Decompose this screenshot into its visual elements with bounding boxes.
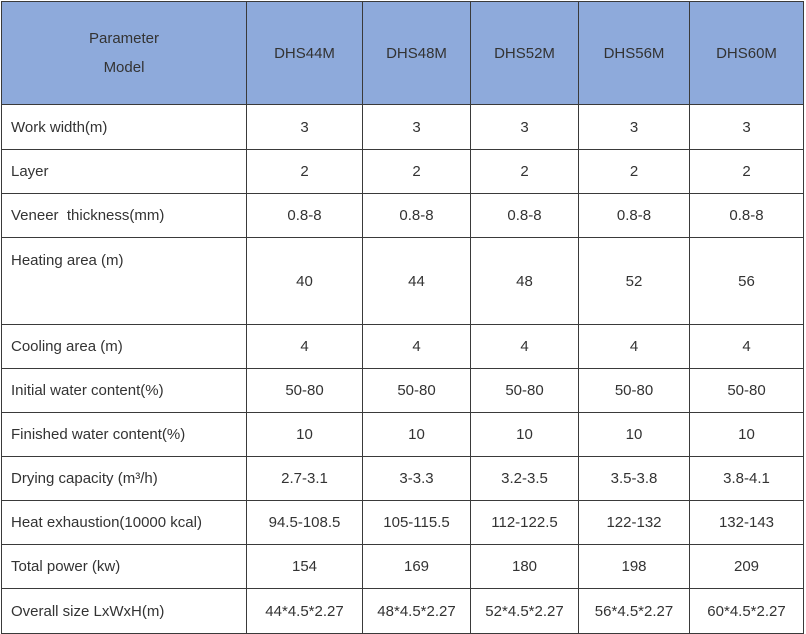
cell: 3 (578, 104, 690, 150)
cell: 3 (246, 104, 363, 150)
cell: 4 (362, 324, 471, 369)
table-row: Initial water content(%) 50-80 50-80 50-80 5… (1, 368, 804, 413)
cell: 0.8-8 (578, 193, 690, 238)
cell: 52 (578, 237, 690, 325)
table-row: Veneer thickness(mm) 0.8-8 0.8-8 0.8-8 0.8-8… (1, 193, 804, 238)
cell: 132-143 (689, 500, 804, 545)
cell: 56 (689, 237, 804, 325)
table-row: Cooling area (m) 4 4 4 4 4 (1, 324, 804, 369)
cell: 44*4.5*2.27 (246, 588, 363, 634)
cell: 94.5-108.5 (246, 500, 363, 545)
header-cell: DHS44M (246, 1, 363, 105)
cell: 0.8-8 (689, 193, 804, 238)
row-label: Initial water content(%) (1, 368, 247, 413)
row-label: Layer (1, 149, 247, 194)
cell: 4 (689, 324, 804, 369)
cell: 40 (246, 237, 363, 325)
table-row: Finished water content(%) 10 10 10 10 10 (1, 412, 804, 457)
cell: 2 (689, 149, 804, 194)
header-row: Parameter Model DHS44M DHS48M DHS52M DHS56M D… (1, 1, 804, 105)
cell: 154 (246, 544, 363, 589)
table-row: Total power (kw) 154 169 180 198 209 (1, 544, 804, 589)
cell: 4 (246, 324, 363, 369)
cell: 50-80 (689, 368, 804, 413)
cell: 198 (578, 544, 690, 589)
table-row: Drying capacity (m³/h) 2.7-3.1 3-3.3 3.2-3.… (1, 456, 804, 501)
header-cell: DHS56M (578, 1, 690, 105)
row-label: Overall size LxWxH(m) (1, 588, 247, 634)
row-label: Heat exhaustion(10000 kcal) (1, 500, 247, 545)
header-cell: DHS48M (362, 1, 471, 105)
header-text: Model (103, 59, 145, 76)
cell: 60*4.5*2.27 (689, 588, 804, 634)
cell: 3 (689, 104, 804, 150)
cell: 180 (470, 544, 579, 589)
table-row: Heat exhaustion(10000 kcal) 94.5-108.5 105… (1, 500, 804, 545)
cell: 3 (362, 104, 471, 150)
header-cell: Parameter Model (1, 1, 247, 105)
cell: 0.8-8 (362, 193, 471, 238)
cell: 0.8-8 (470, 193, 579, 238)
cell: 2 (470, 149, 579, 194)
cell: 2.7-3.1 (246, 456, 363, 501)
cell: 50-80 (246, 368, 363, 413)
cell: 2 (362, 149, 471, 194)
cell: 3.2-3.5 (470, 456, 579, 501)
cell: 4 (470, 324, 579, 369)
cell: 50-80 (362, 368, 471, 413)
cell: 48*4.5*2.27 (362, 588, 471, 634)
row-label: Cooling area (m) (1, 324, 247, 369)
cell: 2 (246, 149, 363, 194)
cell: 209 (689, 544, 804, 589)
cell: 3.5-3.8 (578, 456, 690, 501)
cell: 3.8-4.1 (689, 456, 804, 501)
header-cell: DHS60M (689, 1, 804, 105)
cell: 44 (362, 237, 471, 325)
cell: 122-132 (578, 500, 690, 545)
cell: 48 (470, 237, 579, 325)
table-row: Overall size LxWxH(m) 44*4.5*2.27 48*4.5*2… (1, 588, 804, 634)
cell: 56*4.5*2.27 (578, 588, 690, 634)
header-cell: DHS52M (470, 1, 579, 105)
row-label: Veneer thickness(mm) (1, 193, 247, 238)
cell: 3 (470, 104, 579, 150)
cell: 10 (362, 412, 471, 457)
cell: 4 (578, 324, 690, 369)
cell: 10 (470, 412, 579, 457)
cell: 3-3.3 (362, 456, 471, 501)
cell: 50-80 (470, 368, 579, 413)
cell: 2 (578, 149, 690, 194)
row-label: Work width(m) (1, 104, 247, 150)
cell: 0.8-8 (246, 193, 363, 238)
table-header: Parameter Model DHS44M DHS48M DHS52M DHS56M D… (1, 1, 804, 105)
cell: 52*4.5*2.27 (470, 588, 579, 634)
cell: 10 (246, 412, 363, 457)
table-body: Work width(m) 3 3 3 3 3 Layer 2 2 2 2 2 Veneer thick… (1, 104, 804, 634)
table-row: Heating area (m) 40 44 48 52 56 (1, 237, 804, 325)
table-row: Layer 2 2 2 2 2 (1, 149, 804, 194)
cell: 50-80 (578, 368, 690, 413)
row-label: Total power (kw) (1, 544, 247, 589)
row-label: Heating area (m) (1, 237, 247, 325)
cell: 112-122.5 (470, 500, 579, 545)
row-label: Drying capacity (m³/h) (1, 456, 247, 501)
cell: 105-115.5 (362, 500, 471, 545)
cell: 10 (689, 412, 804, 457)
header-text: Parameter (88, 30, 160, 47)
cell: 169 (362, 544, 471, 589)
cell: 10 (578, 412, 690, 457)
row-label: Finished water content(%) (1, 412, 247, 457)
table-row: Work width(m) 3 3 3 3 3 (1, 104, 804, 150)
